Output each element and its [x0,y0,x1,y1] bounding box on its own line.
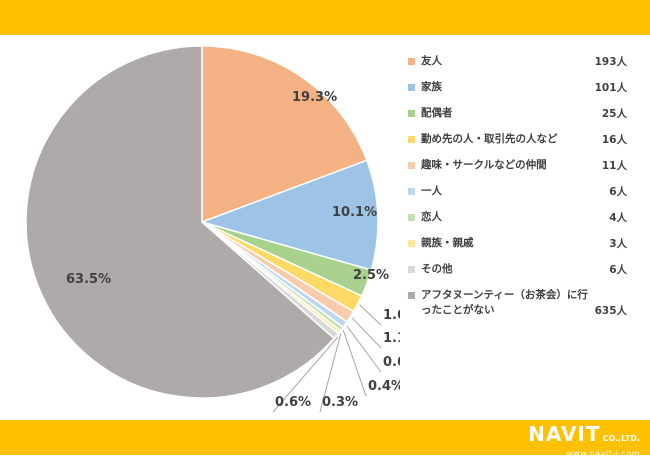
legend-label: 一人 [421,185,442,197]
legend-label: 家族 [421,81,442,93]
leader-line [359,304,382,326]
legend-label: 勤め先の人・取引先の人など [421,133,558,145]
legend-item: 家族 101人 [408,74,633,100]
legend-label: 親族・親戚 [421,237,474,249]
legend-item: 恋人 4人 [408,204,633,230]
slice-label: 1.1% [383,331,400,346]
bottom-banner [0,420,650,455]
legend-swatch [408,240,415,247]
slice-label: 1.6% [383,308,400,323]
logo-brand: NAVIT [528,422,601,446]
top-banner [0,0,650,35]
leader-line [319,333,342,413]
navit-logo: NAVIT CO.,LTD. www.navit-j.com [528,424,640,458]
legend-swatch [408,266,415,273]
legend-swatch [408,84,415,91]
legend-count: 6人 [609,186,627,198]
legend-count: 3人 [609,238,627,250]
logo-url: www.navit-j.com [566,449,640,458]
legend-label: 友人 [421,55,442,67]
legend-swatch [408,292,415,299]
legend-item: 配偶者 25人 [408,100,633,126]
legend-label: 配偶者 [421,107,453,119]
pie-slice [25,45,336,399]
legend-item: 親族・親戚 3人 [408,230,633,256]
slice-label: 2.5% [353,268,389,283]
leader-line [342,330,367,397]
pie-slice [199,159,379,271]
legend-count: 193人 [594,56,627,68]
legend-swatch [408,136,415,143]
slice-label: 0.4% [368,379,400,394]
slice-label: 0.3% [322,395,358,410]
legend-label: 恋人 [421,211,442,223]
legend-item: 勤め先の人・取引先の人など 16人 [408,126,633,152]
legend-swatch [408,162,415,169]
legend: 友人 193人家族 101人配偶者 25人勤め先の人・取引先の人など 16人趣味・サーク… [408,48,633,322]
leader-line [346,325,382,373]
legend-count: 4人 [609,212,627,224]
legend-item: 趣味・サークルなどの仲間 11人 [408,152,633,178]
legend-item: 一人 6人 [408,178,633,204]
pie-slice [201,45,368,224]
slice-label: 0.6% [383,355,400,370]
slice-label: 10.1% [332,205,377,220]
slice-label: 19.3% [292,90,337,105]
leader-line [351,317,382,349]
slice-label: 63.5% [66,272,111,287]
legend-swatch [408,188,415,195]
legend-label: アフタヌーンティー（お茶会）に行ったことがない [421,289,588,316]
legend-item: その他 6人 [408,256,633,282]
legend-item: アフタヌーンティー（お茶会）に行ったことがない 635人 [408,282,633,322]
legend-swatch [408,214,415,221]
legend-item: 友人 193人 [408,48,633,74]
logo-suffix: CO.,LTD. [602,434,640,443]
slice-label: 0.6% [275,395,311,410]
legend-label: 趣味・サークルなどの仲間 [421,159,547,171]
pie-chart: 19.3% 10.1% 2.5% 1.6% 1.1% 0.6% 0.4% 0.3% 0.6% 63… [25,45,400,413]
legend-count: 11人 [601,160,627,172]
legend-count: 16人 [601,134,627,146]
legend-count: 25人 [601,108,627,120]
legend-count: 6人 [609,264,627,276]
legend-count: 101人 [594,82,627,94]
legend-swatch [408,110,415,117]
legend-count: 635人 [594,305,627,317]
leader-line [272,336,339,413]
legend-label: その他 [421,263,453,275]
legend-swatch [408,58,415,65]
